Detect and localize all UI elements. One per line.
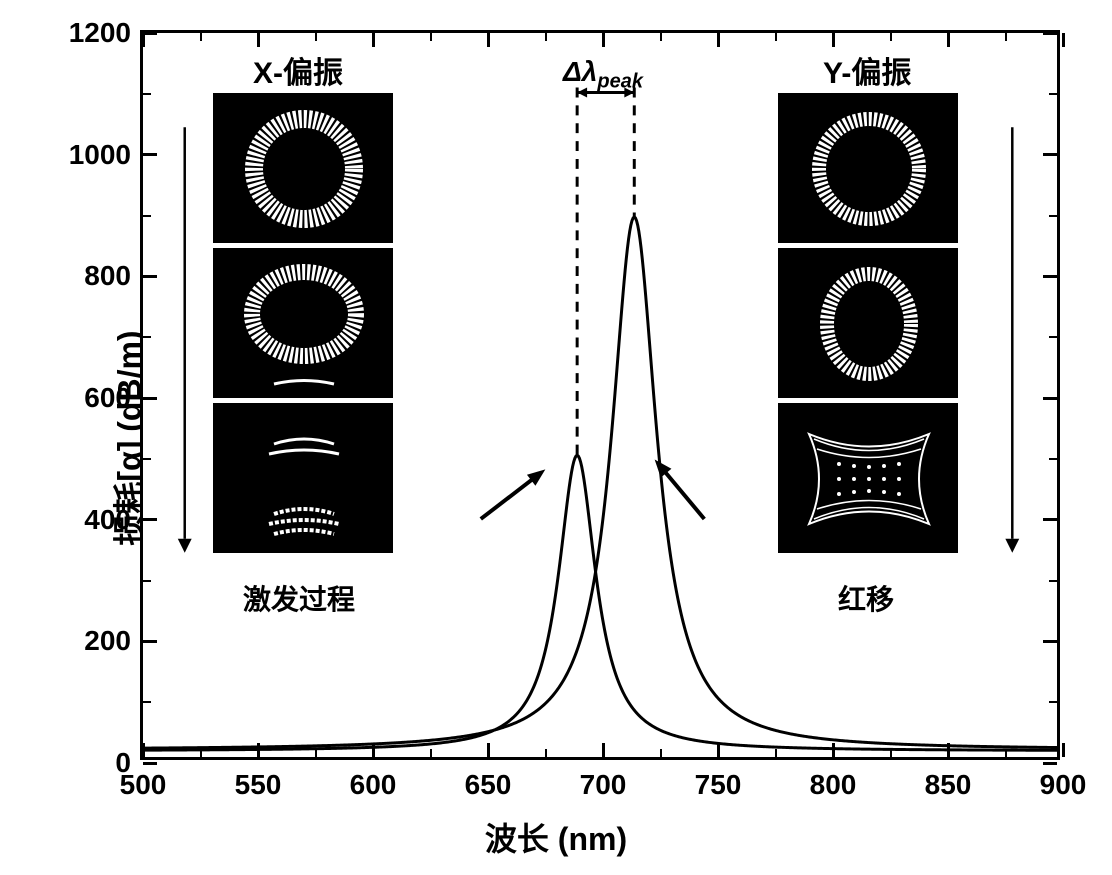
x-tick-800: 800 xyxy=(810,769,857,801)
delta-text: Δλ xyxy=(563,56,597,87)
y-tick-400: 400 xyxy=(84,504,131,536)
y-tick-800: 800 xyxy=(84,260,131,292)
delta-lambda-label: Δλpeak xyxy=(563,56,643,94)
inset-right-2 xyxy=(778,248,958,398)
x-tick-750: 750 xyxy=(695,769,742,801)
y-tick-1000: 1000 xyxy=(69,139,131,171)
x-axis-label: 波长 (nm) xyxy=(485,814,627,860)
delta-sub: peak xyxy=(597,71,643,93)
inset-left-1 xyxy=(213,93,393,243)
x-tick-700: 700 xyxy=(580,769,627,801)
inset-right-1 xyxy=(778,93,958,243)
x-tick-550: 550 xyxy=(235,769,282,801)
right-inset-title: Y-偏振 xyxy=(823,48,911,92)
right-process-label: 红移 xyxy=(838,578,894,618)
x-tick-850: 850 xyxy=(925,769,972,801)
x-tick-500: 500 xyxy=(120,769,167,801)
left-inset-title: X-偏振 xyxy=(253,48,343,92)
inset-right-3 xyxy=(778,403,958,553)
y-tick-600: 600 xyxy=(84,382,131,414)
x-tick-900: 900 xyxy=(1040,769,1087,801)
chart-container: 损耗[α] (dB/m) 波长 (nm) Δλpeak X-偏振 Y-偏振 xyxy=(0,0,1112,875)
plot-area: Δλpeak X-偏振 Y-偏振 xyxy=(140,30,1060,760)
inset-left-2 xyxy=(213,248,393,398)
y-tick-1200: 1200 xyxy=(69,17,131,49)
y-tick-200: 200 xyxy=(84,625,131,657)
left-process-label: 激发过程 xyxy=(243,578,355,618)
inset-left-3 xyxy=(213,403,393,553)
x-tick-650: 650 xyxy=(465,769,512,801)
x-tick-600: 600 xyxy=(350,769,397,801)
